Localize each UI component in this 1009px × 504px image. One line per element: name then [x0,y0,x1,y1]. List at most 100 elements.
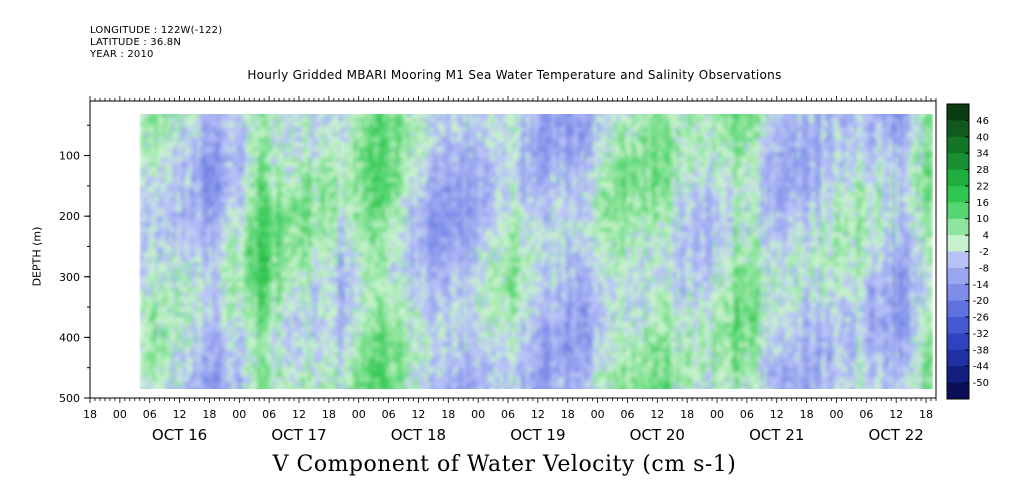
heatmap-cell [274,182,279,189]
heatmap-cell [221,107,225,113]
heatmap-cell [271,272,276,279]
heatmap-cell [379,247,384,254]
heatmap-cell [163,217,168,224]
heatmap-cell [328,312,333,319]
heatmap-cell [211,227,216,234]
heatmap-cell [265,287,270,294]
heatmap-cell [172,357,177,364]
heatmap-cell [148,247,153,254]
heatmap-cell [145,137,150,144]
heatmap-cell [247,132,252,139]
heatmap-cell [358,227,363,234]
heatmap-cell [187,247,192,254]
heatmap-cell [145,302,150,309]
heatmap-cell [250,247,255,254]
heatmap-cell [148,207,153,214]
heatmap-cell [205,177,210,184]
heatmap-cell [400,157,405,164]
heatmap-cell [388,217,393,224]
heatmap-cell [202,322,207,329]
heatmap-cell [238,302,243,309]
heatmap-cell [199,202,204,209]
heatmap-cell [187,147,192,154]
heatmap-cell [397,372,402,379]
heatmap-cell [223,367,228,374]
heatmap-cell [397,192,402,199]
heatmap-cell [361,127,366,134]
heatmap-cell [226,212,231,219]
heatmap-cell [340,257,345,264]
heatmap-cell [244,337,249,344]
heatmap-cell [202,132,207,139]
heatmap-cell [322,252,327,259]
heatmap-cell [304,287,309,294]
heatmap-cell [388,362,393,369]
heatmap-cell [272,107,276,113]
heatmap-cell [361,192,366,199]
heatmap-cell [262,127,267,134]
heatmap-cell [223,147,228,154]
heatmap-cell [145,277,150,284]
heatmap-cell [190,242,195,249]
heatmap-cell [214,142,219,149]
heatmap-cell [325,127,330,134]
heatmap-cell [280,357,285,364]
heatmap-cell [346,337,351,344]
heatmap-cell [313,207,318,214]
heatmap-cell [361,302,366,309]
heatmap-cell [301,132,306,139]
heatmap-cell [361,322,366,329]
heatmap-cell [385,327,390,334]
heatmap-cell [298,277,303,284]
heatmap-cell [139,187,144,194]
heatmap-cell [379,182,384,189]
heatmap-cell [211,192,216,199]
heatmap-cell [322,137,327,144]
heatmap-cell [373,367,378,374]
heatmap-cell [388,157,393,164]
heatmap-cell [179,107,183,113]
heatmap-cell [307,272,312,279]
heatmap-cell [331,332,336,339]
heatmap-cell [178,317,183,324]
heatmap-cell [214,172,219,179]
heatmap-cell [166,382,171,389]
heatmap-cell [220,227,225,234]
heatmap-cell [274,187,279,194]
heatmap-cell [334,357,339,364]
heatmap-cell [385,152,390,159]
heatmap-cell [400,172,405,179]
heatmap-cell [316,167,321,174]
heatmap-cell [193,162,198,169]
heatmap-cell [289,157,294,164]
heatmap-cell [319,237,324,244]
heatmap-cell [193,232,198,239]
heatmap-cell [334,327,339,334]
heatmap-cell [304,242,309,249]
heatmap-cell [316,307,321,314]
heatmap-cell [310,197,315,204]
heatmap-cell [361,352,366,359]
heatmap-cell [166,202,171,209]
heatmap-cell [379,197,384,204]
heatmap-cell [370,167,375,174]
heatmap-cell [256,387,261,389]
heatmap-cell [268,257,273,264]
heatmap-cell [322,362,327,369]
heatmap-cell [154,132,159,139]
heatmap-cell [229,297,234,304]
heatmap-cell [358,377,363,384]
heatmap-cell [226,317,231,324]
heatmap-cell [187,114,192,119]
heatmap-cell [349,242,354,249]
heatmap-cell [277,237,282,244]
heatmap-cell [178,367,183,374]
heatmap-cell [325,327,330,334]
heatmap-cell [238,157,243,164]
heatmap-cell [391,277,396,284]
heatmap-cell [328,172,333,179]
heatmap-cell [250,127,255,134]
heatmap-cell [229,347,234,354]
heatmap-cell [304,332,309,339]
heatmap-cell [364,147,369,154]
